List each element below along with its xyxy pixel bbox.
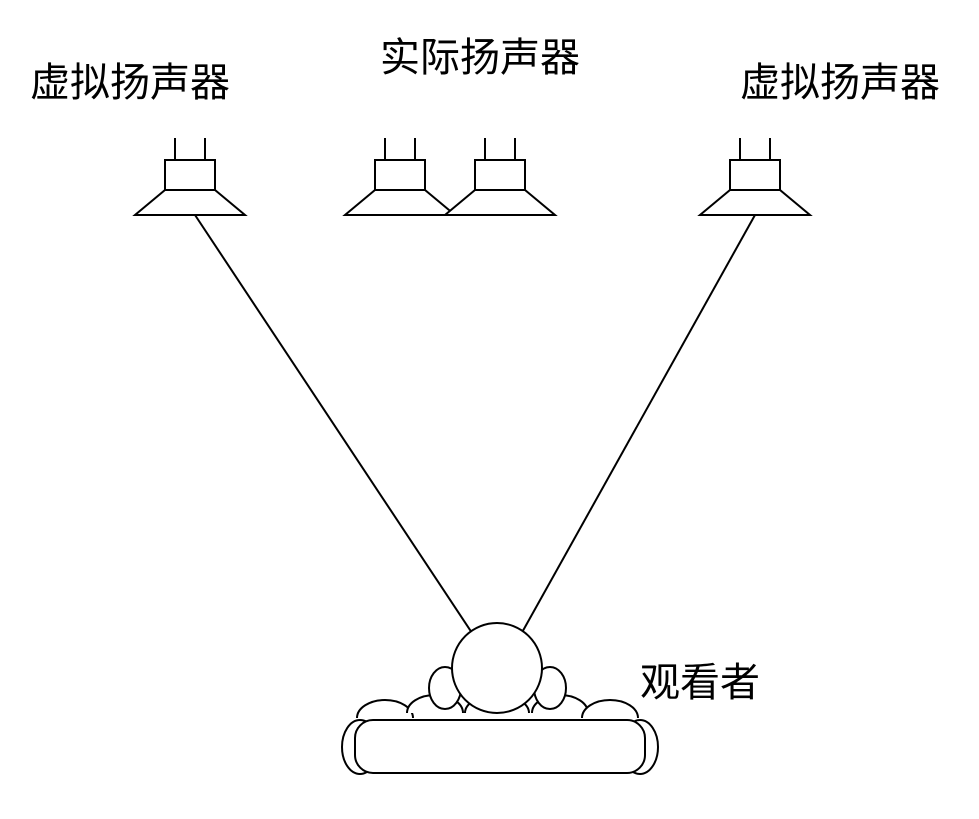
label-viewer: 观看者 <box>640 650 760 708</box>
label-virtual-left: 虚拟扬声器 <box>30 50 230 108</box>
label-actual: 实际扬声器 <box>380 25 580 83</box>
diagram-canvas <box>0 0 979 819</box>
label-virtual-right: 虚拟扬声器 <box>740 50 940 108</box>
